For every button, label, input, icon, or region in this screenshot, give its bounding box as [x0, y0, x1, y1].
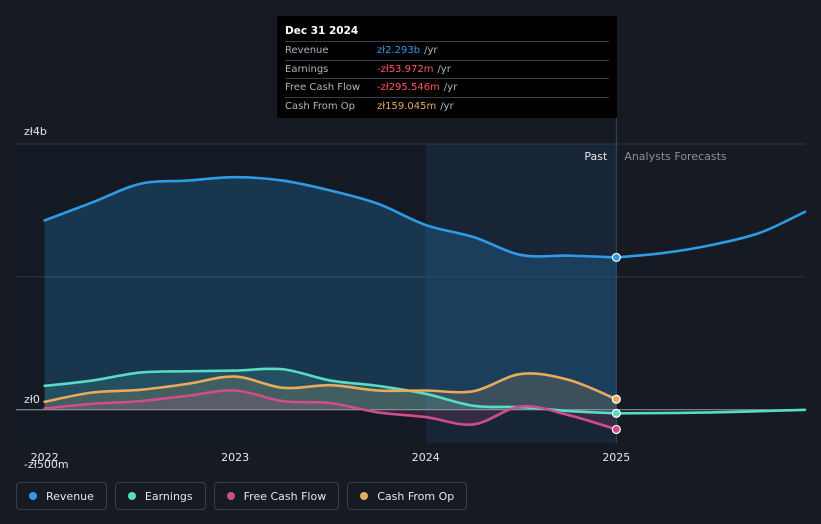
legend-item-revenue[interactable]: Revenue: [16, 482, 107, 510]
legend-label: Cash From Op: [377, 489, 455, 503]
free-cash-flow-line: [43, 389, 618, 431]
past-label: Past: [584, 150, 608, 163]
x-tick-label: 2023: [221, 451, 249, 464]
legend-label: Revenue: [46, 489, 94, 503]
free-cash-flow-area: [44, 390, 617, 430]
cash-from-op-marker: [611, 394, 621, 404]
tooltip-date: Dec 31 2024: [285, 25, 359, 37]
tooltip-label: Free Cash Flow: [285, 82, 361, 93]
legend-label: Free Cash Flow: [243, 489, 327, 503]
revenue-area: [44, 177, 617, 410]
tooltip-label: Earnings: [285, 63, 329, 75]
x-tick-label: 2025: [602, 451, 630, 464]
tooltip-label: Revenue: [285, 45, 329, 56]
tooltip-row-revenue: Revenue zł2.293b /yr: [285, 41, 609, 60]
legend-item-cash-from-op[interactable]: Cash From Op: [347, 482, 468, 510]
tooltip-unit: /yr: [440, 100, 454, 112]
legend-dot-icon: [360, 492, 369, 500]
earnings-marker: [611, 408, 621, 418]
legend-label: Earnings: [144, 489, 193, 503]
y-tick-label: zł0: [24, 393, 40, 406]
cash-from-op-line: [43, 372, 618, 404]
tooltip-unit: /yr: [437, 63, 451, 75]
free-cash-flow-marker: [611, 424, 621, 435]
tooltip-unit: /yr: [424, 45, 438, 56]
x-tick-label: 2024: [412, 451, 440, 464]
forecast-label: Analysts Forecasts: [624, 150, 727, 163]
revenue-marker: [611, 252, 621, 263]
y-tick-label: -zł500m: [24, 458, 69, 471]
x-tick-label: 2022: [31, 451, 59, 464]
legend-dot-icon: [127, 492, 136, 500]
y-tick-label: zł4b: [24, 125, 47, 138]
tooltip-label: Cash From Op: [285, 100, 356, 112]
legend-item-free-cash-flow[interactable]: Free Cash Flow: [213, 482, 340, 510]
legend-item-earnings[interactable]: Earnings: [114, 482, 206, 510]
tooltip: Dec 31 2024 Revenue zł2.293b /yr Earning…: [277, 16, 617, 118]
tooltip-row-earnings: Earnings -zł53.972m /yr: [285, 59, 609, 79]
tooltip-unit: /yr: [443, 82, 458, 93]
tooltip-row-cash-from-op: Cash From Op zł159.045m /yr: [285, 96, 609, 116]
legend: Revenue Earnings Free Cash Flow Cash Fro…: [16, 482, 468, 510]
tooltip-value: zł2.293b: [377, 45, 421, 56]
legend-dot-icon: [226, 492, 235, 500]
tooltip-value: -zł53.972m: [377, 63, 434, 75]
tooltip-value: zł159.045m: [377, 100, 437, 112]
earnings-forecast-line: [615, 408, 807, 415]
revenue-line: [43, 175, 618, 259]
earnings-area: [44, 368, 617, 414]
legend-dot-icon: [29, 492, 37, 500]
cash-from-op-area: [44, 373, 617, 410]
tooltip-row-free-cash-flow: Free Cash Flow -zł295.546m /yr: [285, 78, 609, 97]
tooltip-value: -zł295.546m: [377, 82, 440, 93]
revenue-forecast-line: [615, 210, 807, 259]
